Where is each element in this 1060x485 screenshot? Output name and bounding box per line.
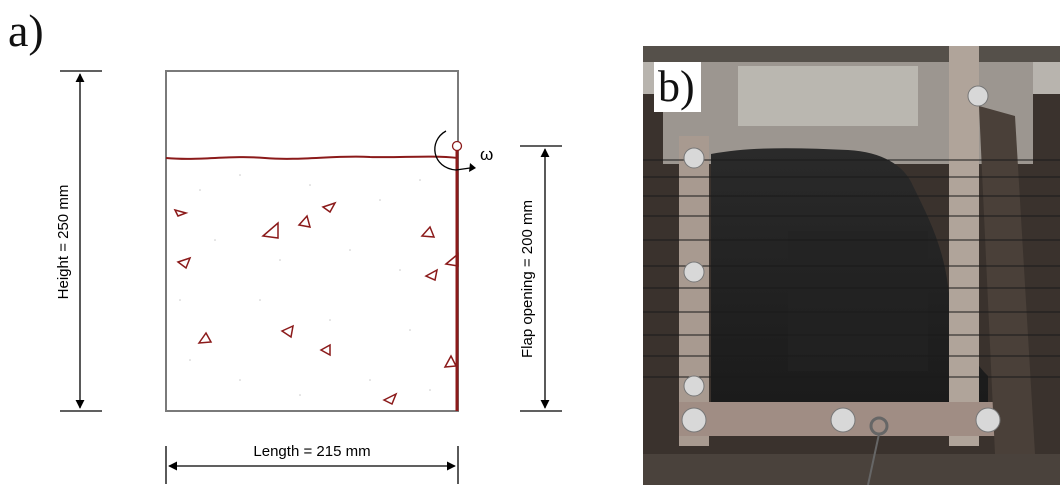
particle: [297, 214, 312, 228]
particle: [319, 343, 331, 357]
bolt: [683, 375, 705, 397]
bolt: [683, 147, 705, 169]
flap-edge: [979, 106, 1035, 454]
particle: [382, 392, 398, 406]
bolts: [681, 85, 1001, 485]
omega-label: ω: [480, 145, 493, 164]
photo-panel: b): [643, 46, 1060, 485]
particle: [197, 331, 213, 344]
left-post: [679, 136, 709, 446]
bolt: [967, 85, 989, 107]
grid-lines: [643, 159, 1060, 378]
panel-b-label: b): [654, 62, 701, 112]
particles: [173, 201, 459, 406]
schematic-panel: a): [8, 5, 562, 484]
sand-texture: [179, 174, 431, 396]
particle: [443, 354, 458, 368]
soil-shadow: [788, 231, 928, 371]
particle: [261, 221, 279, 239]
base: [643, 454, 1060, 485]
flap-label: Flap opening = 200 mm: [519, 200, 536, 358]
bolt: [975, 407, 1001, 433]
schematic-diagram: Height = 250 mm Flap opening = 200 mm Le…: [55, 70, 562, 484]
hinge: [451, 140, 463, 152]
particle: [444, 252, 459, 267]
bolt: [683, 261, 705, 283]
soil-surface-line: [165, 155, 459, 160]
cable: [867, 433, 880, 485]
particle: [420, 225, 436, 238]
particle: [176, 256, 192, 270]
glass-reflection: [738, 66, 918, 126]
experiment-photo: [643, 46, 1060, 485]
box-outline: [165, 70, 459, 412]
particle: [280, 324, 294, 339]
bolt: [681, 407, 707, 433]
particle: [424, 268, 439, 282]
rotation-arrowhead: [469, 163, 476, 172]
particle: [173, 208, 189, 217]
bolt: [830, 407, 856, 433]
panel-a-label: a): [8, 5, 44, 56]
length-label: Length = 215 mm: [253, 443, 370, 460]
right-post: [949, 46, 979, 446]
top-trim: [643, 46, 1060, 62]
height-label: Height = 250 mm: [55, 185, 72, 300]
particle: [321, 201, 337, 214]
rotation-arrow: [434, 130, 471, 171]
